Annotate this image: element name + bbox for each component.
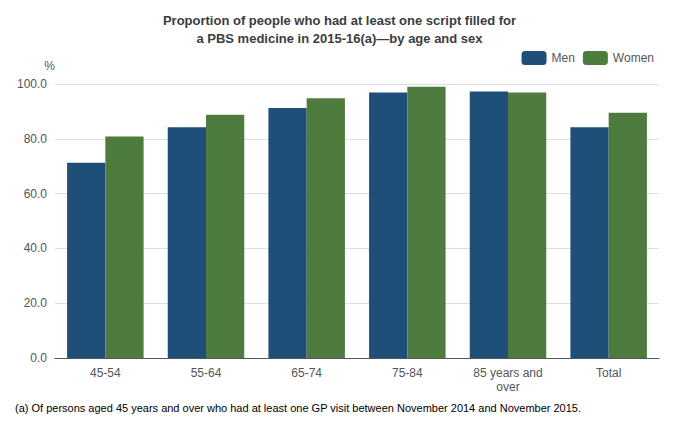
svg-text:Total: Total — [596, 366, 621, 380]
svg-text:Men: Men — [552, 51, 575, 65]
svg-text:60.0: 60.0 — [24, 187, 48, 201]
svg-text:80.0: 80.0 — [24, 132, 48, 146]
svg-text:75-84: 75-84 — [392, 366, 423, 380]
svg-text:55-64: 55-64 — [191, 366, 222, 380]
svg-text:65-74: 65-74 — [291, 366, 322, 380]
svg-text:Proportion of people who had a: Proportion of people who had at least on… — [163, 13, 516, 28]
svg-text:20.0: 20.0 — [24, 296, 48, 310]
svg-text:%: % — [44, 59, 55, 73]
svg-text:85 years and: 85 years and — [473, 366, 542, 380]
svg-text:Women: Women — [613, 51, 654, 65]
svg-text:(a) Of persons aged 45 years a: (a) Of persons aged 45 years and over wh… — [15, 402, 581, 414]
svg-text:0.0: 0.0 — [30, 351, 47, 365]
svg-text:40.0: 40.0 — [24, 241, 48, 255]
svg-text:100.0: 100.0 — [17, 77, 47, 91]
svg-text:over: over — [496, 380, 519, 394]
svg-text:45-54: 45-54 — [90, 366, 121, 380]
svg-text:a PBS medicine in 2015-16(a)—b: a PBS medicine in 2015-16(a)—by age and … — [196, 31, 483, 46]
